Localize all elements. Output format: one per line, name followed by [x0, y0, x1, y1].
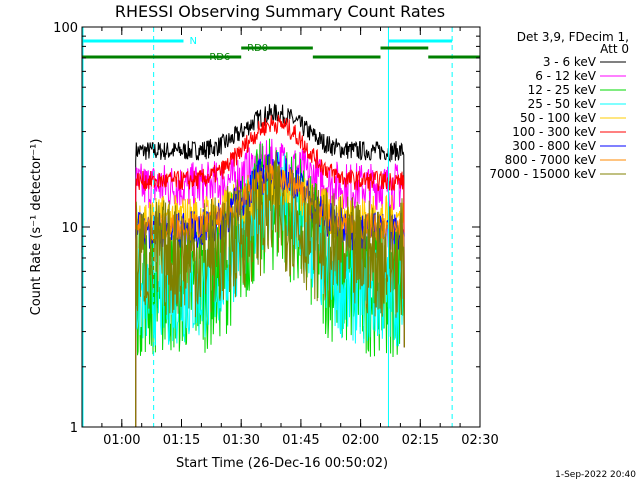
annotation-rd0: RD0 — [247, 43, 268, 54]
series-line-9 — [135, 151, 405, 427]
axes: 01:00 01:15 01:30 01:45 02:00 02:15 02:30 1 10 10… — [53, 21, 499, 448]
y-tick-label-2: 10 — [61, 221, 78, 236]
x-axis-label: Start Time (26-Dec-16 00:50:02) — [176, 456, 388, 471]
x-tick-label-4: 01:45 — [282, 433, 319, 448]
legend-entry-9: 7000 - 15000 keV — [489, 167, 596, 181]
legend-entry-3: 12 - 25 keV — [528, 83, 597, 97]
x-tick-label-3: 01:30 — [222, 433, 259, 448]
x-tick-label-1: 01:00 — [103, 433, 140, 448]
legend-entry-4: 25 - 50 keV — [528, 97, 597, 111]
legend-entry-1: 3 - 6 keV — [543, 55, 597, 69]
series-line-6 — [135, 114, 405, 427]
legend-entry-2: 6 - 12 keV — [535, 69, 597, 83]
legend-header-2: Att 0 — [600, 42, 629, 56]
chart-title: RHESSI Observing Summary Count Rates — [115, 2, 445, 21]
x-tick-label-6: 02:15 — [402, 433, 439, 448]
x-tick-label-5: 02:00 — [342, 433, 379, 448]
y-tick-label-1: 1 — [70, 421, 78, 436]
x-tick-label-2: 01:15 — [163, 433, 200, 448]
y-tick-label-3: 100 — [53, 21, 78, 36]
x-tick-label-7: 02:30 — [461, 433, 498, 448]
legend-entry-7: 300 - 800 keV — [512, 139, 596, 153]
plot-timestamp: 1-Sep-2022 20:40 — [555, 470, 636, 480]
series-line-1 — [135, 103, 405, 427]
annotation-n: N — [189, 36, 196, 47]
series-traces — [135, 103, 405, 427]
legend-entry-8: 800 - 7000 keV — [505, 153, 597, 167]
annotation-rd6: RD6 — [209, 52, 230, 63]
legend-header-1: Det 3,9, FDecim 1, — [517, 30, 629, 44]
y-axis-label: Count Rate (s⁻¹ detector⁻¹) — [29, 139, 44, 316]
legend-entry-5: 50 - 100 keV — [520, 111, 597, 125]
legend-entry-6: 100 - 300 keV — [512, 125, 596, 139]
